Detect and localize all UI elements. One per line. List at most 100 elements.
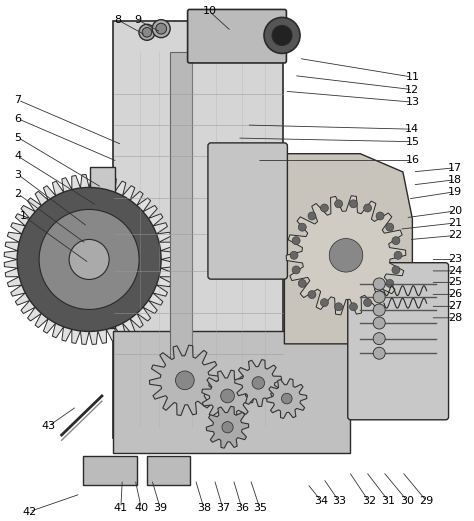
Text: 7: 7 <box>14 95 22 105</box>
Polygon shape <box>202 370 253 421</box>
Text: 8: 8 <box>114 15 121 25</box>
FancyBboxPatch shape <box>113 21 283 438</box>
Text: 25: 25 <box>448 277 462 288</box>
Text: 13: 13 <box>405 97 419 107</box>
FancyBboxPatch shape <box>113 331 350 453</box>
Text: 29: 29 <box>419 496 434 506</box>
Text: 23: 23 <box>448 254 462 265</box>
FancyBboxPatch shape <box>170 52 192 386</box>
Circle shape <box>373 347 385 359</box>
FancyBboxPatch shape <box>208 143 287 279</box>
Text: 32: 32 <box>362 496 376 506</box>
Text: 27: 27 <box>448 301 462 312</box>
Text: 11: 11 <box>405 72 419 82</box>
FancyBboxPatch shape <box>188 9 286 63</box>
Text: 37: 37 <box>216 503 230 513</box>
Polygon shape <box>206 406 249 448</box>
Circle shape <box>376 212 384 220</box>
Polygon shape <box>149 345 220 416</box>
Circle shape <box>308 212 316 220</box>
Text: 14: 14 <box>405 124 419 134</box>
Circle shape <box>392 266 400 274</box>
Text: 22: 22 <box>448 230 462 241</box>
Text: 40: 40 <box>134 503 148 513</box>
Text: 21: 21 <box>448 218 462 228</box>
Circle shape <box>320 299 328 306</box>
FancyBboxPatch shape <box>147 456 190 485</box>
Text: 36: 36 <box>235 503 249 513</box>
Polygon shape <box>286 196 406 315</box>
Text: 35: 35 <box>253 503 267 513</box>
Text: 1: 1 <box>20 211 27 221</box>
Text: 12: 12 <box>405 84 419 95</box>
Circle shape <box>298 223 306 231</box>
Circle shape <box>290 251 298 259</box>
Circle shape <box>373 278 385 290</box>
Text: 34: 34 <box>314 496 328 506</box>
Text: 28: 28 <box>448 313 462 323</box>
Polygon shape <box>235 359 282 406</box>
Circle shape <box>139 24 155 40</box>
Circle shape <box>39 209 139 309</box>
Circle shape <box>175 371 194 390</box>
Text: 30: 30 <box>401 496 415 506</box>
Text: 9: 9 <box>134 15 141 25</box>
Circle shape <box>364 204 372 212</box>
Circle shape <box>329 239 363 272</box>
Text: 41: 41 <box>114 503 128 513</box>
Circle shape <box>282 393 292 404</box>
Circle shape <box>320 204 328 212</box>
FancyBboxPatch shape <box>83 456 137 485</box>
Circle shape <box>308 291 316 299</box>
Circle shape <box>298 279 306 288</box>
Text: 31: 31 <box>382 496 396 506</box>
Circle shape <box>373 291 385 303</box>
Circle shape <box>156 23 166 34</box>
Text: 39: 39 <box>153 503 167 513</box>
Circle shape <box>272 26 292 45</box>
Circle shape <box>394 251 402 259</box>
Text: 3: 3 <box>15 169 21 180</box>
Text: 17: 17 <box>448 163 462 173</box>
Circle shape <box>252 377 264 389</box>
Circle shape <box>152 20 170 38</box>
Text: 19: 19 <box>448 187 462 197</box>
Text: 26: 26 <box>448 289 462 300</box>
Circle shape <box>292 237 300 245</box>
Circle shape <box>17 188 161 331</box>
Circle shape <box>373 304 385 316</box>
Text: 6: 6 <box>15 114 21 124</box>
Polygon shape <box>267 379 307 418</box>
Circle shape <box>335 200 343 208</box>
Text: 18: 18 <box>448 175 462 185</box>
Circle shape <box>364 299 372 306</box>
Circle shape <box>392 237 400 245</box>
Circle shape <box>222 421 233 433</box>
Text: 42: 42 <box>22 506 36 517</box>
Circle shape <box>69 240 109 279</box>
Text: 5: 5 <box>15 132 21 143</box>
Circle shape <box>221 389 234 403</box>
Circle shape <box>349 303 357 311</box>
Circle shape <box>349 200 357 208</box>
Circle shape <box>373 317 385 329</box>
Text: 15: 15 <box>405 137 419 147</box>
Circle shape <box>335 303 343 311</box>
Circle shape <box>386 279 394 288</box>
Text: 20: 20 <box>448 206 462 216</box>
Circle shape <box>386 223 394 231</box>
FancyBboxPatch shape <box>348 263 448 420</box>
Polygon shape <box>4 175 174 344</box>
Text: 24: 24 <box>448 266 462 276</box>
Polygon shape <box>284 154 412 344</box>
Text: 2: 2 <box>14 189 22 199</box>
Circle shape <box>292 266 300 274</box>
Text: 33: 33 <box>332 496 346 506</box>
Text: 38: 38 <box>197 503 211 513</box>
Circle shape <box>142 28 152 37</box>
Circle shape <box>373 332 385 345</box>
Text: 10: 10 <box>202 6 217 17</box>
Circle shape <box>376 291 384 299</box>
Text: 16: 16 <box>405 155 419 166</box>
Circle shape <box>264 17 300 54</box>
